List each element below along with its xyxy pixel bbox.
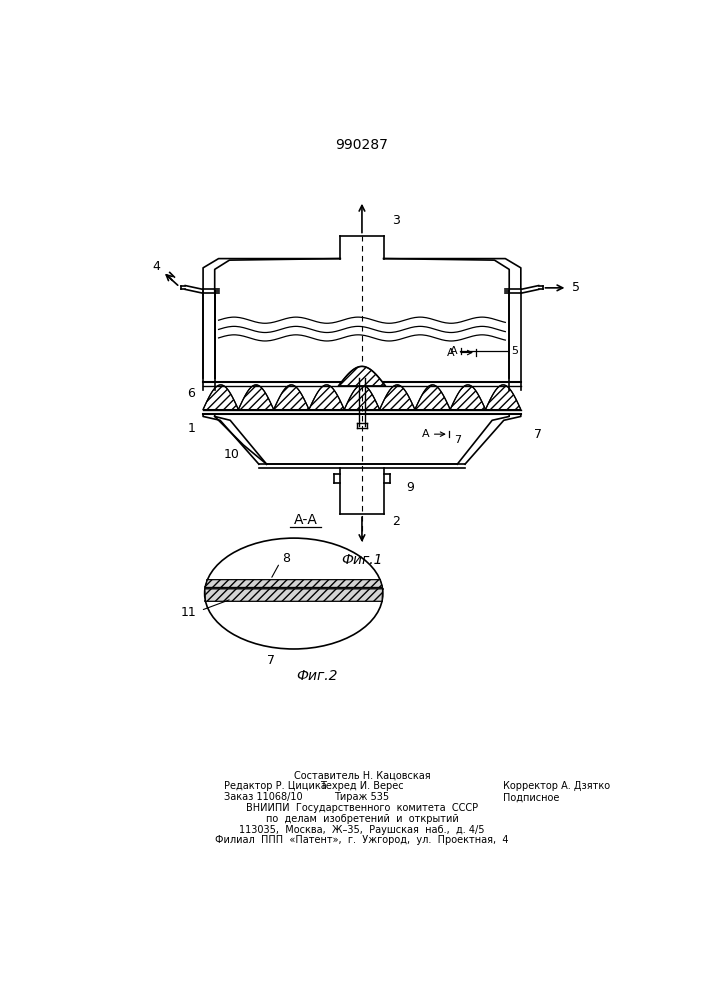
Polygon shape [339, 366, 385, 386]
Polygon shape [238, 385, 274, 410]
Text: 113035,  Москва,  Ж–35,  Раушская  наб.,  д. 4/5: 113035, Москва, Ж–35, Раушская наб., д. … [239, 825, 485, 835]
Text: 4: 4 [153, 260, 160, 273]
Text: 11: 11 [181, 606, 197, 619]
Text: Фиг.1: Фиг.1 [341, 553, 382, 567]
Text: Филиал  ППП  «Патент»,  г.  Ужгород,  ул.  Проектная,  4: Филиал ППП «Патент», г. Ужгород, ул. Про… [215, 835, 509, 845]
Polygon shape [203, 385, 238, 410]
Polygon shape [309, 385, 344, 410]
Text: 10: 10 [223, 448, 240, 461]
Text: А-А: А-А [293, 513, 317, 527]
Polygon shape [450, 385, 486, 410]
Text: Корректор А. Дзятко: Корректор А. Дзятко [503, 781, 610, 791]
Text: 7: 7 [534, 428, 542, 441]
Polygon shape [205, 589, 382, 601]
Polygon shape [486, 385, 521, 410]
Text: 3: 3 [392, 214, 400, 227]
Text: Редактор Р. Цицика: Редактор Р. Цицика [224, 781, 327, 791]
Text: 990287: 990287 [336, 138, 388, 152]
Text: Фиг.2: Фиг.2 [296, 669, 338, 683]
Text: 5: 5 [572, 281, 580, 294]
Text: 8: 8 [282, 552, 290, 565]
Text: Техред И. Верес: Техред И. Верес [320, 781, 404, 791]
Polygon shape [344, 385, 380, 410]
Text: А: А [448, 348, 455, 358]
Text: 2: 2 [392, 515, 400, 528]
Text: Заказ 11068/10: Заказ 11068/10 [224, 792, 303, 802]
Text: по  делам  изобретений  и  открытий: по делам изобретений и открытий [266, 814, 458, 824]
Polygon shape [274, 385, 309, 410]
Text: А: А [421, 429, 429, 439]
Text: Подписное: Подписное [503, 792, 559, 802]
Polygon shape [380, 385, 415, 410]
Text: Тираж 535: Тираж 535 [334, 792, 390, 802]
Ellipse shape [204, 538, 383, 649]
Polygon shape [415, 385, 450, 410]
Polygon shape [205, 580, 382, 587]
Text: 9: 9 [406, 481, 414, 494]
Text: ВНИИПИ  Государственного  комитета  СССР: ВНИИПИ Государственного комитета СССР [246, 803, 478, 813]
Text: А: А [450, 346, 458, 356]
Text: Составитель Н. Кацовская: Составитель Н. Кацовская [293, 771, 431, 781]
Text: 6: 6 [187, 387, 195, 400]
Text: 7: 7 [454, 435, 461, 445]
Text: 1: 1 [187, 422, 195, 434]
Text: 5: 5 [510, 346, 518, 356]
Text: 7: 7 [267, 654, 274, 667]
